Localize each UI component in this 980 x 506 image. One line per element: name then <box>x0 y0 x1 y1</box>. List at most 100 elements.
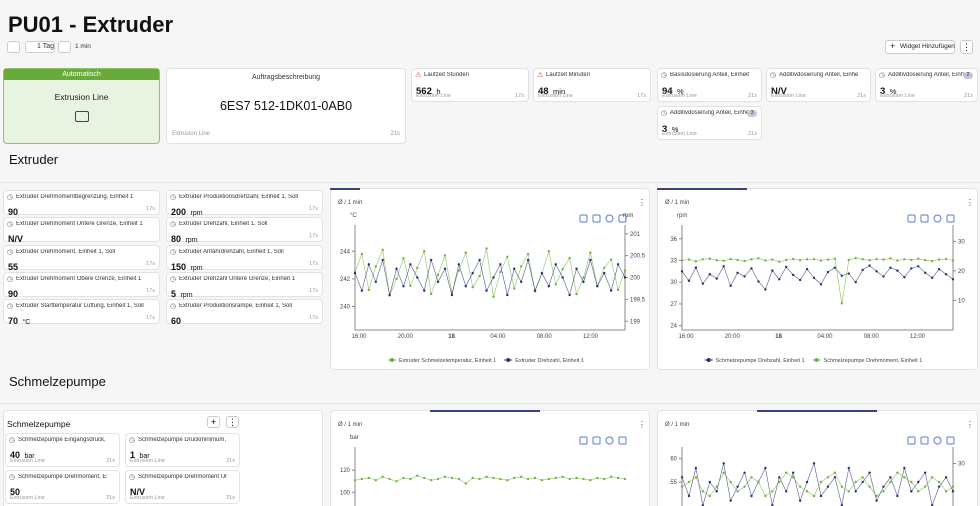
series-point <box>694 466 698 470</box>
series-point <box>623 269 627 272</box>
series-point <box>812 258 816 261</box>
tile-title: Extruder Starttemperatur Lüftung, Einhei… <box>16 303 144 310</box>
tile-title: Additivdosierung Anteil, Einheit 1, Soll <box>888 72 965 78</box>
tile-value-row: 60 <box>171 311 181 329</box>
series-point <box>736 490 739 493</box>
tile-value: N/V <box>130 487 146 497</box>
toolbar-icon <box>618 436 627 445</box>
chart: Ø / 1 min ⋮ 55 60 30 <box>657 410 978 506</box>
tile-value: 200 <box>171 207 187 217</box>
series-point <box>464 285 467 288</box>
tile-age: 21s <box>748 131 757 137</box>
y-tick-label: 55 <box>670 480 677 486</box>
series-point <box>917 265 920 268</box>
tile-value: 3 <box>880 86 886 97</box>
series-point <box>485 475 488 479</box>
section-divider <box>0 182 980 183</box>
legend-swatch-dot <box>389 358 394 362</box>
series-point <box>616 263 620 266</box>
series-point <box>367 288 371 292</box>
series-point <box>791 273 795 277</box>
series-point <box>743 259 746 263</box>
series-point <box>526 258 530 262</box>
tile-source: Extrusion Line <box>538 93 573 99</box>
kpi-tile: ◷ Extruder Produktionsrampe, Einheit 1, S… <box>166 299 323 326</box>
series-point <box>623 276 627 279</box>
y-tick-label: 24 <box>670 324 677 330</box>
series-point <box>457 477 461 481</box>
tile-age: 17s <box>309 315 318 322</box>
series-point <box>429 478 433 482</box>
series-point <box>694 266 698 269</box>
avg-label: Ø / 1 min <box>665 422 689 428</box>
series-point <box>603 266 606 270</box>
tile-unit: min <box>553 87 566 96</box>
tile-title: Schmelzepumpe Eingangsdruck, Einh... <box>18 437 107 443</box>
series-point <box>443 475 447 479</box>
series-point <box>596 285 599 288</box>
tile-unit: bar <box>24 453 35 460</box>
tile-icon: ◷ <box>170 194 177 201</box>
tile-unit: °C <box>22 319 31 327</box>
toolbar-icon <box>933 436 942 445</box>
series-point <box>826 270 830 274</box>
tile-title: Extruder Drehzahl, Einheit 1, Soll <box>179 221 268 228</box>
save-button[interactable] <box>7 41 20 53</box>
tile-age: 17s <box>146 287 155 294</box>
y-tick-label: 30 <box>670 280 677 286</box>
series-line <box>354 248 626 297</box>
tile-icon: ◷ <box>170 303 177 311</box>
toolbar-icon <box>592 436 601 445</box>
series-point <box>910 490 913 493</box>
series-point <box>798 258 802 262</box>
menu-button[interactable]: ⋮ <box>226 416 239 428</box>
series-point <box>903 275 906 279</box>
series-point <box>722 471 725 474</box>
tile-unit: % <box>671 125 679 134</box>
calendar-button[interactable] <box>58 41 71 53</box>
series-point <box>464 482 467 485</box>
series-point <box>847 490 850 493</box>
series-point <box>798 278 802 282</box>
tile-unit: bar <box>139 453 150 460</box>
series-point <box>937 485 941 488</box>
chart-frame <box>330 410 650 506</box>
tile-value: 48 <box>538 86 549 97</box>
series-point <box>423 250 426 253</box>
tile-age: 17s <box>515 93 524 99</box>
series-point <box>930 259 934 263</box>
add-button[interactable]: + <box>207 416 220 428</box>
series-line <box>681 257 954 304</box>
series-point <box>861 268 864 272</box>
toolbar-icon <box>579 436 588 445</box>
series-point <box>819 259 823 262</box>
add-widget-button[interactable] <box>885 40 955 54</box>
tile-age: 17s <box>309 206 318 212</box>
folder-icon <box>75 111 89 122</box>
series-point <box>367 476 371 480</box>
series-point <box>353 271 357 275</box>
series-point <box>722 259 725 262</box>
series-point <box>840 274 844 277</box>
series-point <box>812 462 816 465</box>
series-point <box>715 277 718 280</box>
series-point <box>360 252 364 256</box>
series-point <box>547 250 551 253</box>
series-point <box>492 276 495 279</box>
toolbar-icon <box>618 214 627 223</box>
series-point <box>819 480 823 484</box>
range-button[interactable] <box>25 41 55 53</box>
kpi-tile: ◷Additivdosierung Anteil, Einheit 1, Sol… <box>657 106 762 140</box>
series-point <box>722 265 725 268</box>
series-point <box>875 257 878 261</box>
tile-age: 21s <box>748 93 757 99</box>
x-tick-label: 18 <box>775 334 782 340</box>
series-point <box>519 265 523 268</box>
y-unit: rpm <box>677 213 687 219</box>
tile-title: Extruder Drehmoment Obere Grenze, Einhei… <box>16 275 142 282</box>
series-point <box>924 271 927 274</box>
series-point <box>701 258 705 261</box>
series-point <box>847 258 850 262</box>
tile-unit: % <box>677 87 684 96</box>
menu-button[interactable]: ⋮ <box>960 40 973 54</box>
